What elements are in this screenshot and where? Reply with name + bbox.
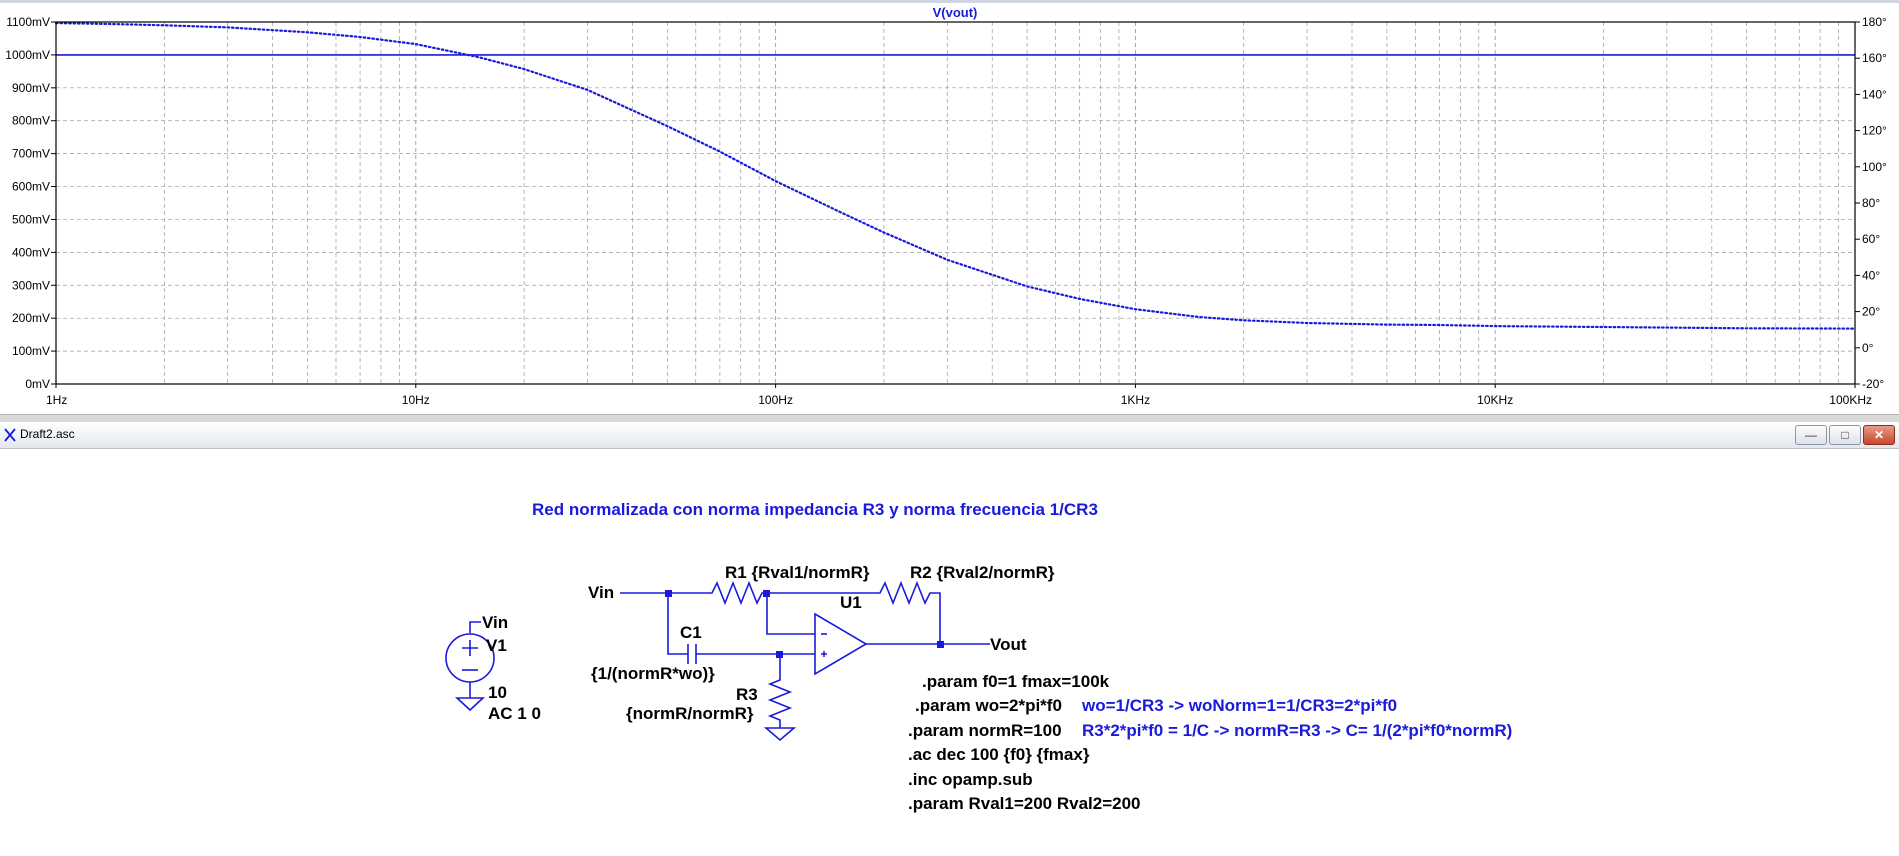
r3-value-label[interactable]: {normR/normR} bbox=[626, 704, 754, 723]
c1-value-label[interactable]: {1/(normR*wo)} bbox=[591, 664, 715, 683]
schematic-window[interactable]: Draft2.asc — □ ✕ Red normalizada con nor… bbox=[0, 422, 1899, 856]
r2-resistor[interactable] bbox=[767, 580, 941, 644]
bode-plot[interactable]: V(vout) 1100mV 1000mV 900mV 800mV 700mV 600mV… bbox=[0, 0, 1899, 414]
window-title: Draft2.asc bbox=[20, 427, 75, 441]
y-tick-label-right: -20° bbox=[1862, 377, 1884, 391]
axis-ticks: 1100mV 1000mV 900mV 800mV 700mV 600mV 500mV 400… bbox=[5, 15, 1887, 407]
trace-title[interactable]: V(vout) bbox=[933, 5, 978, 20]
y-tick-label-left: 800mV bbox=[12, 114, 50, 128]
v1-voltage-source[interactable] bbox=[445, 621, 495, 712]
directive-param-rval[interactable]: .param Rval1=200 Rval2=200 bbox=[908, 794, 1141, 813]
y-tick-label-right: 160° bbox=[1862, 51, 1887, 65]
x-tick-label: 100KHz bbox=[1829, 393, 1872, 407]
vout-net-label[interactable]: Vout bbox=[990, 635, 1027, 654]
r3-name-label[interactable]: R3 bbox=[736, 685, 758, 704]
y-tick-label-left: 500mV bbox=[12, 212, 50, 226]
schematic-canvas[interactable]: Red normalizada con norma impedancia R3 … bbox=[0, 448, 1899, 856]
directive-param-f0[interactable]: .param f0=1 fmax=100k bbox=[922, 672, 1110, 691]
y-tick-label-left: 300mV bbox=[12, 278, 50, 292]
v1-net-label[interactable]: Vin bbox=[482, 613, 508, 632]
plus-input-mark bbox=[821, 651, 827, 657]
y-tick-label-left: 1000mV bbox=[5, 48, 50, 62]
u1-label[interactable]: U1 bbox=[840, 593, 862, 612]
c1-wire-left bbox=[667, 593, 688, 655]
y-tick-label-left: 900mV bbox=[12, 81, 50, 95]
r1-resistor[interactable] bbox=[668, 580, 767, 606]
directive-param-wo[interactable]: .param wo=2*pi*f0 bbox=[915, 696, 1062, 715]
pane-divider[interactable] bbox=[0, 414, 1899, 423]
y-tick-label-right: 100° bbox=[1862, 160, 1887, 174]
ground-symbol bbox=[454, 697, 486, 712]
u1-opamp[interactable] bbox=[814, 612, 868, 676]
window-titlebar[interactable]: Draft2.asc — □ ✕ bbox=[0, 422, 1899, 449]
y-tick-label-right: 20° bbox=[1862, 305, 1880, 319]
y-tick-label-left: 100mV bbox=[12, 344, 50, 358]
x-tick-label: 1KHz bbox=[1121, 393, 1150, 407]
y-tick-label-left: 1100mV bbox=[6, 15, 50, 29]
maximize-button[interactable]: □ bbox=[1829, 425, 1861, 445]
c1-capacitor[interactable] bbox=[687, 644, 697, 664]
r3-resistor[interactable] bbox=[767, 654, 793, 728]
heading-comment[interactable]: Red normalizada con norma impedancia R3 … bbox=[532, 500, 1098, 519]
directive-param-normr[interactable]: .param normR=100 bbox=[908, 721, 1062, 740]
directive-ac[interactable]: .ac dec 100 {f0} {fmax} bbox=[908, 745, 1090, 764]
y-tick-label-left: 200mV bbox=[12, 311, 50, 325]
c1-name-label[interactable]: C1 bbox=[680, 623, 702, 642]
y-tick-label-right: 40° bbox=[1862, 268, 1880, 282]
plus-sign bbox=[462, 640, 478, 656]
v1-value-label[interactable]: 10 bbox=[488, 683, 507, 702]
x-tick-label: 10Hz bbox=[402, 393, 430, 407]
v1-ac-label[interactable]: AC 1 0 bbox=[488, 704, 541, 723]
comment-wo[interactable]: wo=1/CR3 -> woNorm=1=1/CR3=2*pi*f0 bbox=[1081, 696, 1397, 715]
ground-symbol bbox=[763, 727, 797, 742]
y-tick-label-right: 120° bbox=[1862, 124, 1887, 138]
minimize-button[interactable]: — bbox=[1795, 425, 1827, 445]
y-tick-label-right: 180° bbox=[1862, 15, 1887, 29]
ltspice-app-icon[interactable] bbox=[3, 427, 17, 443]
r2-label[interactable]: R2 {Rval2/normR} bbox=[910, 563, 1055, 582]
junction-dot bbox=[937, 641, 944, 648]
feedback-wire bbox=[766, 593, 815, 635]
waveform-plot-pane[interactable]: V(vout) 1100mV 1000mV 900mV 800mV 700mV 600mV… bbox=[0, 0, 1899, 414]
v1-name-label[interactable]: V1 bbox=[486, 636, 507, 655]
y-tick-label-left: 400mV bbox=[12, 245, 50, 259]
x-tick-label: 10KHz bbox=[1477, 393, 1513, 407]
directive-inc[interactable]: .inc opamp.sub bbox=[908, 770, 1033, 789]
x-tick-label: 1Hz bbox=[46, 393, 67, 407]
y-tick-label-left: 0mV bbox=[25, 377, 50, 391]
r1-label[interactable]: R1 {Rval1/normR} bbox=[725, 563, 870, 582]
plot-grid bbox=[55, 21, 1855, 385]
y-tick-label-left: 600mV bbox=[12, 180, 50, 194]
y-tick-label-right: 60° bbox=[1862, 232, 1880, 246]
comment-normr[interactable]: R3*2*pi*f0 = 1/C -> normR=R3 -> C= 1/(2*… bbox=[1082, 721, 1512, 740]
plot-frame bbox=[55, 21, 1856, 385]
plot-top-border bbox=[0, 0, 1899, 3]
traces bbox=[54, 22, 1857, 330]
close-button[interactable]: ✕ bbox=[1863, 425, 1895, 445]
y-tick-label-right: 80° bbox=[1862, 196, 1880, 210]
x-tick-label: 100Hz bbox=[758, 393, 793, 407]
y-tick-label-left: 700mV bbox=[12, 147, 50, 161]
y-tick-label-right: 0° bbox=[1862, 341, 1874, 355]
phase-trace bbox=[54, 22, 1857, 330]
y-tick-label-right: 140° bbox=[1862, 87, 1887, 101]
vin-net-label[interactable]: Vin bbox=[588, 583, 614, 602]
